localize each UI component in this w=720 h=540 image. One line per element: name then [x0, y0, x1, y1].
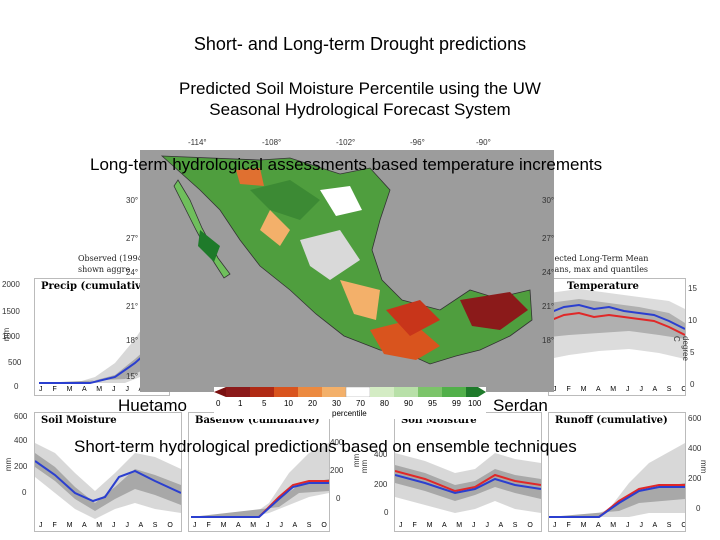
legend-unit: percentile — [332, 409, 367, 418]
lat-tick: 18° — [126, 336, 139, 345]
temperature-ytick: 0 — [690, 380, 695, 389]
legend-value: 99 — [452, 399, 461, 408]
soil-moisture-right-ytick: 0 — [384, 508, 389, 517]
temperature-ytick: 15 — [688, 284, 697, 293]
lat-tick: 24° — [126, 268, 139, 277]
temperature-month-ticks: J F M A M J J A S O N D — [553, 386, 685, 393]
precip-unit: mm — [2, 327, 12, 342]
subtitle-line-2: Seasonal Hydrological Forecast System — [209, 100, 511, 119]
precip-month-ticks: J F M A M J J A S O N D — [39, 386, 169, 393]
soil-moisture-ytick: 600 — [14, 412, 28, 421]
page-title: Short- and Long-term Drought predictions — [193, 34, 527, 54]
precip-ytick: 1000 — [2, 332, 20, 341]
precip-ytick: 2000 — [2, 280, 20, 289]
lat-tick-right: 21° — [542, 302, 555, 311]
projected-note-1: jected Long-Term Mean — [552, 254, 649, 263]
runoff-ytick: 600 — [688, 414, 702, 423]
runoff-panel: Runoff (cumulative) J F M A M J J A S O … — [548, 412, 686, 532]
legend-value: 30 — [332, 399, 341, 408]
site-label-huetamo: Huetamo — [118, 396, 187, 415]
baseflow-panel-title: Baseflow (cumulative) — [195, 415, 320, 426]
lat-tick-right: 18° — [542, 336, 555, 345]
baseflow-ytick: 200 — [330, 466, 344, 475]
soil-moisture-right-chart — [395, 453, 541, 513]
baseflow-panel: Baseflow (cumulative) J F M A M J J A S … — [188, 412, 330, 532]
legend-value: 95 — [428, 399, 437, 408]
site-label-serdan: Serdan — [493, 396, 548, 415]
runoff-month-ticks: J F M A M J J A S O N D — [553, 522, 685, 529]
runoff-panel-title: Runoff (cumulative) — [555, 415, 668, 426]
soil-moisture-chart — [35, 443, 181, 519]
legend-value: 100 — [468, 399, 482, 408]
temperature-unit: degree C — [672, 336, 690, 361]
subtitle-line-1: Predicted Soil Moisture Percentile using… — [179, 79, 541, 98]
observed-note-2: shown aggre — [78, 265, 131, 274]
legend-value: 1 — [238, 399, 243, 408]
runoff-ytick: 0 — [696, 504, 701, 513]
lat-tick: 15° — [126, 372, 139, 381]
soil-moisture-right-ytick: 200 — [374, 480, 388, 489]
lat-tick: 27° — [126, 234, 139, 243]
soil-moisture-right-panel: Soil Moisture J F M A M J J A S O N D — [394, 412, 542, 532]
soil-moisture-map: -114° -108° -102° -96° -90° 30° 27° 24° … — [126, 138, 555, 392]
soil-moisture-panel: Soil Moisture J F M A M J J A S O N D — [34, 412, 182, 532]
projected-note-2: ians, max and quantiles — [552, 265, 649, 274]
soil-moisture-panel-title: Soil Moisture — [41, 415, 117, 426]
legend-value: 10 — [284, 399, 293, 408]
runoff-chart — [549, 443, 685, 518]
lat-tick-right: 24° — [542, 268, 555, 277]
lon-tick: -102° — [336, 138, 356, 147]
temperature-chart — [549, 289, 685, 359]
soil-moisture-right-ytick: 400 — [374, 450, 388, 459]
soil-moisture-ytick: 400 — [14, 436, 28, 445]
map-legend: 0 1 5 10 20 30 70 80 90 95 99 100 percen… — [214, 387, 486, 419]
precip-panel-title: Precip (cumulative) — [41, 281, 153, 292]
lon-tick: -96° — [410, 138, 425, 147]
temperature-ytick: 10 — [688, 316, 697, 325]
baseflow-chart — [191, 443, 329, 518]
precip-ytick: 0 — [14, 382, 19, 391]
lon-tick: -114° — [188, 138, 207, 147]
soil-moisture-ytick: 0 — [22, 488, 27, 497]
baseflow-ytick: 0 — [336, 494, 341, 503]
temperature-panel: Temperature J F M A M J J A S O N D — [548, 278, 686, 396]
temperature-panel-title: Temperature — [567, 281, 639, 292]
legend-value: 70 — [356, 399, 365, 408]
legend-value: 20 — [308, 399, 317, 408]
lat-tick: 21° — [126, 302, 139, 311]
precip-ytick: 500 — [8, 358, 22, 367]
soil-moisture-month-ticks: J F M A M J J A S O N D — [39, 522, 181, 529]
short-term-caption: Short-term hydrological predictions base… — [74, 437, 577, 456]
runoff-ytick: 400 — [688, 444, 702, 453]
lat-tick-right: 30° — [542, 196, 555, 205]
soil-moisture-right-month-ticks: J F M A M J J A S O N D — [399, 522, 541, 529]
legend-value: 5 — [262, 399, 267, 408]
lon-tick: -90° — [476, 138, 491, 147]
lat-tick: 30° — [126, 196, 139, 205]
runoff-unit: mm — [699, 460, 708, 474]
legend-colorbar — [214, 387, 486, 397]
soil-moisture-right-unit: mm — [360, 459, 370, 474]
precip-ytick: 1500 — [2, 307, 20, 316]
long-term-caption: Long-term hydrological assessments based… — [90, 155, 603, 174]
observed-note-1: Observed (1994 — [78, 254, 143, 263]
soil-moisture-right-panel-title: Soil Moisture — [401, 415, 477, 426]
legend-value: 80 — [380, 399, 389, 408]
baseflow-month-ticks: J F M A M J J A S O N D — [193, 522, 330, 529]
lat-tick-right: 27° — [542, 234, 555, 243]
runoff-ytick: 200 — [688, 474, 702, 483]
mexico-map-svg — [140, 150, 554, 392]
legend-value: 0 — [216, 399, 221, 408]
soil-moisture-ytick: 200 — [14, 462, 28, 471]
legend-value: 90 — [404, 399, 413, 408]
soil-moisture-unit: mm — [4, 457, 14, 472]
baseflow-ytick: 400 — [330, 438, 344, 447]
temperature-ytick: 5 — [690, 348, 695, 357]
lon-tick: -108° — [262, 138, 282, 147]
